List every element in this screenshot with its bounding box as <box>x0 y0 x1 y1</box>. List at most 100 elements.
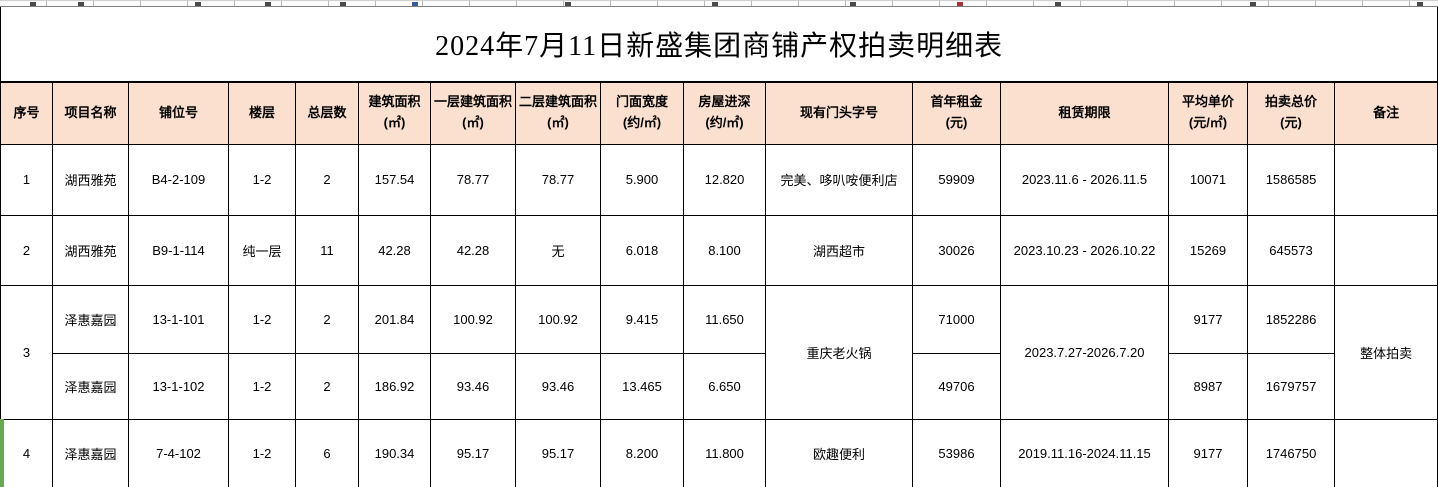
header-facade-width[interactable]: 门面宽度 (约/㎡) <box>600 81 684 145</box>
row4-left-selection-marker <box>0 419 4 487</box>
cell-house-depth[interactable]: 8.100 <box>683 214 766 286</box>
cell-avg-unit-price[interactable]: 9177 <box>1168 284 1248 354</box>
header-auction-total-price[interactable]: 拍卖总价 (元) <box>1247 81 1335 145</box>
cell-auction-total-price[interactable]: 1586585 <box>1247 143 1335 216</box>
cell-floor[interactable]: 1-2 <box>228 284 296 354</box>
cell-second-floor-area[interactable]: 95.17 <box>515 418 601 487</box>
header-house-depth[interactable]: 房屋进深 (约/㎡) <box>683 81 766 145</box>
cell-avg-unit-price[interactable]: 8987 <box>1168 352 1248 420</box>
cell-building-area[interactable]: 190.34 <box>358 418 431 487</box>
cell-project-name[interactable]: 湖西雅苑 <box>52 143 129 216</box>
cell-first-year-rent[interactable]: 53986 <box>912 418 1001 487</box>
cell-facade-width[interactable]: 9.415 <box>600 284 684 354</box>
cell-existing-signage[interactable]: 欧趣便利 <box>765 418 913 487</box>
header-serial-no[interactable]: 序号 <box>0 81 53 145</box>
cell-project-name[interactable]: 泽惠嘉园 <box>52 284 129 354</box>
cell-first-floor-area[interactable]: 100.92 <box>430 284 516 354</box>
cell-avg-unit-price[interactable]: 15269 <box>1168 214 1248 286</box>
cell-shop-no[interactable]: 13-1-101 <box>128 284 229 354</box>
cell-shop-no[interactable]: 7-4-102 <box>128 418 229 487</box>
header-project-name[interactable]: 项目名称 <box>52 81 129 145</box>
cell-second-floor-area[interactable]: 无 <box>515 214 601 286</box>
cell-existing-signage[interactable]: 完美、哆叭咹便利店 <box>765 143 913 216</box>
cell-building-area[interactable]: 186.92 <box>358 352 431 420</box>
header-lease-term[interactable]: 租赁期限 <box>1000 81 1169 145</box>
cell-facade-width[interactable]: 6.018 <box>600 214 684 286</box>
cell-total-floors[interactable]: 6 <box>295 418 359 487</box>
cell-first-year-rent[interactable]: 30026 <box>912 214 1001 286</box>
cell-total-floors[interactable]: 2 <box>295 143 359 216</box>
cell-house-depth[interactable]: 12.820 <box>683 143 766 216</box>
cell-project-name[interactable]: 湖西雅苑 <box>52 214 129 286</box>
cell-building-area[interactable]: 201.84 <box>358 284 431 354</box>
cell-total-floors[interactable]: 11 <box>295 214 359 286</box>
cell-remarks[interactable]: 整体拍卖 <box>1333 284 1438 420</box>
header-shop-no[interactable]: 铺位号 <box>128 81 229 145</box>
cell-first-floor-area[interactable]: 78.77 <box>430 143 516 216</box>
cell-project-name[interactable]: 泽惠嘉园 <box>52 352 129 420</box>
cell-floor[interactable]: 1-2 <box>228 143 296 216</box>
cell-existing-signage[interactable]: 重庆老火锅 <box>765 284 913 420</box>
header-existing-signage[interactable]: 现有门头字号 <box>765 81 913 145</box>
cell-first-floor-area[interactable]: 42.28 <box>430 214 516 286</box>
header-total-floors[interactable]: 总层数 <box>295 81 359 145</box>
cell-first-year-rent[interactable]: 59909 <box>912 143 1001 216</box>
cell-auction-total-price[interactable]: 645573 <box>1247 214 1335 286</box>
cell-serial-no[interactable]: 3 <box>0 284 53 420</box>
cell-facade-width[interactable]: 8.200 <box>600 418 684 487</box>
cell-auction-total-price[interactable]: 1852286 <box>1247 284 1335 354</box>
header-floor[interactable]: 楼层 <box>228 81 296 145</box>
header-label: 楼层 <box>248 104 275 120</box>
cell-shop-no[interactable]: 13-1-102 <box>128 352 229 420</box>
cell-total-floors[interactable]: 2 <box>295 284 359 354</box>
cell-remarks[interactable] <box>1333 214 1438 286</box>
clipped-text-artifact <box>850 2 856 6</box>
cell-building-area[interactable]: 157.54 <box>358 143 431 216</box>
table-title-cell[interactable]: 2024年7月11日新盛集团商铺产权拍卖明细表 <box>0 7 1438 83</box>
header-avg-unit-price[interactable]: 平均单价 (元/㎡) <box>1168 81 1248 145</box>
header-label: 首年租金 <box>930 94 983 110</box>
cell-auction-total-price[interactable]: 1679757 <box>1247 352 1335 420</box>
header-first-year-rent[interactable]: 首年租金 (元) <box>912 81 1001 145</box>
cell-building-area[interactable]: 42.28 <box>358 214 431 286</box>
cell-facade-width[interactable]: 13.465 <box>600 352 684 420</box>
cell-facade-width[interactable]: 5.900 <box>600 143 684 216</box>
cell-shop-no[interactable]: B9-1-114 <box>128 214 229 286</box>
cell-second-floor-area[interactable]: 78.77 <box>515 143 601 216</box>
cell-first-floor-area[interactable]: 95.17 <box>430 418 516 487</box>
cell-lease-term[interactable]: 2023.11.6 - 2026.11.5 <box>1000 143 1169 216</box>
cell-first-year-rent[interactable]: 71000 <box>912 284 1001 354</box>
cell-house-depth[interactable]: 6.650 <box>683 352 766 420</box>
cell-avg-unit-price[interactable]: 9177 <box>1168 418 1248 487</box>
header-building-area[interactable]: 建筑面积 (㎡) <box>358 81 431 145</box>
cell-floor[interactable]: 1-2 <box>228 418 296 487</box>
cell-serial-no[interactable]: 1 <box>0 143 53 216</box>
cell-house-depth[interactable]: 11.650 <box>683 284 766 354</box>
cell-second-floor-area[interactable]: 93.46 <box>515 352 601 420</box>
header-remarks[interactable]: 备注 <box>1333 81 1438 145</box>
cell-project-name[interactable]: 泽惠嘉园 <box>52 418 129 487</box>
cell-auction-total-price[interactable]: 1746750 <box>1247 418 1335 487</box>
header-second-floor-area[interactable]: 二层建筑面积 (㎡) <box>515 81 601 145</box>
cell-total-floors[interactable]: 2 <box>295 352 359 420</box>
cell-lease-term[interactable]: 2023.10.23 - 2026.10.22 <box>1000 214 1169 286</box>
cell-avg-unit-price[interactable]: 10071 <box>1168 143 1248 216</box>
cell-second-floor-area[interactable]: 100.92 <box>515 284 601 354</box>
cell-serial-no[interactable]: 2 <box>0 214 53 286</box>
cell-floor[interactable]: 纯一层 <box>228 214 296 286</box>
cell-lease-term[interactable]: 2023.7.27-2026.7.20 <box>1000 284 1169 420</box>
cell-existing-signage[interactable]: 湖西超市 <box>765 214 913 286</box>
header-label: 现有门头字号 <box>799 104 878 120</box>
cell-first-floor-area[interactable]: 93.46 <box>430 352 516 420</box>
cell-remarks[interactable] <box>1333 143 1438 216</box>
cell-floor[interactable]: 1-2 <box>228 352 296 420</box>
cell-remarks[interactable] <box>1333 418 1438 487</box>
header-first-floor-area[interactable]: 一层建筑面积 (㎡) <box>430 81 516 145</box>
cell-shop-no[interactable]: B4-2-109 <box>128 143 229 216</box>
cell-house-depth[interactable]: 11.800 <box>683 418 766 487</box>
cell-first-year-rent[interactable]: 49706 <box>912 352 1001 420</box>
header-label: 租赁期限 <box>1058 104 1111 120</box>
cell-lease-term[interactable]: 2019.11.16-2024.11.15 <box>1000 418 1169 487</box>
cell-serial-no[interactable]: 4 <box>0 418 53 487</box>
